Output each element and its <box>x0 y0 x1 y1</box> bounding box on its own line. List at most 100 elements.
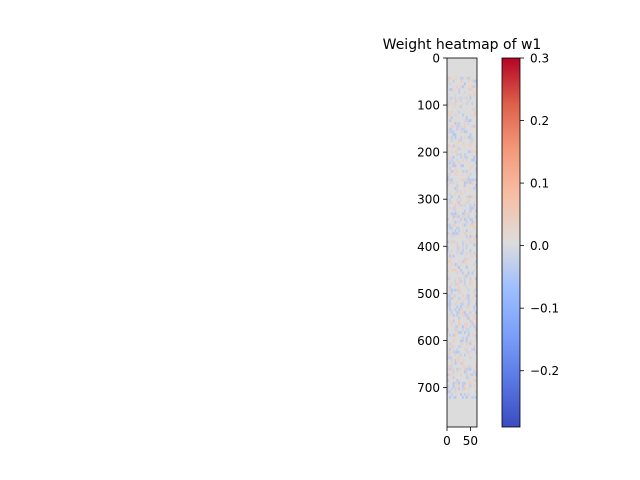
heatmap-cell <box>473 251 476 255</box>
heatmap-cell <box>450 229 453 233</box>
heatmap-cell <box>452 350 455 354</box>
heatmap-cell <box>456 172 459 176</box>
heatmap-cell <box>456 240 459 244</box>
heatmap-cell <box>452 212 455 216</box>
heatmap-cell <box>469 356 472 360</box>
heatmap-cell <box>467 212 470 216</box>
heatmap-cell <box>469 119 472 123</box>
heatmap-cell <box>454 277 457 281</box>
heatmap-cell <box>463 384 466 388</box>
heatmap-cell <box>454 288 457 292</box>
heatmap-cell <box>465 102 468 106</box>
heatmap-cell <box>467 170 470 173</box>
heatmap-cell <box>462 381 464 385</box>
heatmap-cell <box>471 373 474 377</box>
heatmap-cell <box>447 178 449 182</box>
heatmap-cell <box>456 147 459 151</box>
heatmap-cell <box>467 342 470 346</box>
heatmap-cell <box>458 88 461 91</box>
heatmap-cell <box>473 158 476 162</box>
heatmap-cell <box>467 294 470 298</box>
heatmap-cell <box>473 339 476 343</box>
heatmap-cell <box>458 246 461 250</box>
heatmap-cell <box>448 119 451 123</box>
heatmap-cell <box>473 308 476 312</box>
heatmap-cell <box>454 209 457 213</box>
heatmap-cell <box>473 387 476 391</box>
heatmap-cell <box>462 339 464 343</box>
heatmap-cell <box>475 181 477 185</box>
heatmap-cell <box>452 339 455 343</box>
heatmap-cell <box>463 325 466 329</box>
heatmap-cell <box>467 274 470 278</box>
heatmap-cell <box>463 153 466 156</box>
heatmap-cell <box>465 96 468 100</box>
heatmap-cell <box>475 395 477 399</box>
heatmap-cell <box>471 150 474 154</box>
y-tick-label: 300 <box>417 193 440 207</box>
heatmap-cell <box>456 384 459 388</box>
heatmap-cell <box>454 333 457 337</box>
heatmap-cell <box>454 167 457 171</box>
heatmap-cell <box>460 79 462 83</box>
heatmap-cell <box>463 367 466 371</box>
heatmap-cell <box>471 85 474 89</box>
heatmap-cell <box>469 257 472 261</box>
heatmap-cell <box>467 85 470 89</box>
heatmap-cell <box>460 124 462 128</box>
heatmap-cell <box>447 113 449 117</box>
heatmap-cell <box>473 124 476 128</box>
heatmap-cell <box>456 153 459 156</box>
heatmap-cell <box>452 384 455 388</box>
heatmap-cell <box>452 294 455 298</box>
heatmap-cell <box>460 263 462 267</box>
heatmap-cell <box>458 280 461 283</box>
heatmap-cell <box>450 345 453 348</box>
heatmap-cell <box>448 198 451 202</box>
heatmap-cell <box>447 274 449 278</box>
heatmap-cell <box>456 350 459 354</box>
heatmap-cell <box>475 79 477 83</box>
heatmap-cell <box>447 350 449 354</box>
heatmap-cell <box>465 116 468 120</box>
heatmap-cell <box>475 330 477 334</box>
heatmap-cell <box>473 243 476 247</box>
colorbar-tick-label: −0.1 <box>530 302 559 316</box>
heatmap-cell <box>460 305 462 309</box>
heatmap-cell <box>462 178 464 182</box>
heatmap-cell <box>450 362 453 365</box>
heatmap-cell <box>471 322 474 326</box>
heatmap-cell <box>460 342 462 346</box>
heatmap-cell <box>454 161 457 165</box>
heatmap-cell <box>458 311 461 315</box>
y-tick-label: 400 <box>417 240 440 254</box>
heatmap-cell <box>454 362 457 365</box>
heatmap-cell <box>471 136 474 139</box>
heatmap-cell <box>471 164 474 168</box>
heatmap-cell <box>454 93 457 97</box>
heatmap-cell <box>462 96 464 100</box>
heatmap-cell <box>469 229 472 233</box>
heatmap-cell <box>447 260 449 264</box>
heatmap-cell <box>471 195 474 199</box>
heatmap-cell <box>452 85 455 89</box>
heatmap-cell <box>467 268 470 272</box>
heatmap-cell <box>462 223 464 227</box>
y-tick-label: 200 <box>417 146 440 160</box>
heatmap-cell <box>460 393 462 396</box>
heatmap-cell <box>469 308 472 312</box>
colorbar-gradient <box>501 57 521 428</box>
heatmap-cell <box>447 234 449 238</box>
heatmap-cell <box>452 240 455 244</box>
heatmap-cell <box>465 136 468 139</box>
heatmap-cell <box>447 79 449 83</box>
heatmap-cell <box>471 178 474 182</box>
heatmap-cell <box>454 122 457 125</box>
heatmap-cell <box>456 393 459 396</box>
heatmap-cell <box>448 82 451 86</box>
heatmap-cell <box>465 390 468 394</box>
heatmap-cell <box>460 277 462 281</box>
heatmap-cell <box>475 328 477 331</box>
heatmap-cell <box>450 308 453 312</box>
heatmap-cell <box>465 170 468 173</box>
